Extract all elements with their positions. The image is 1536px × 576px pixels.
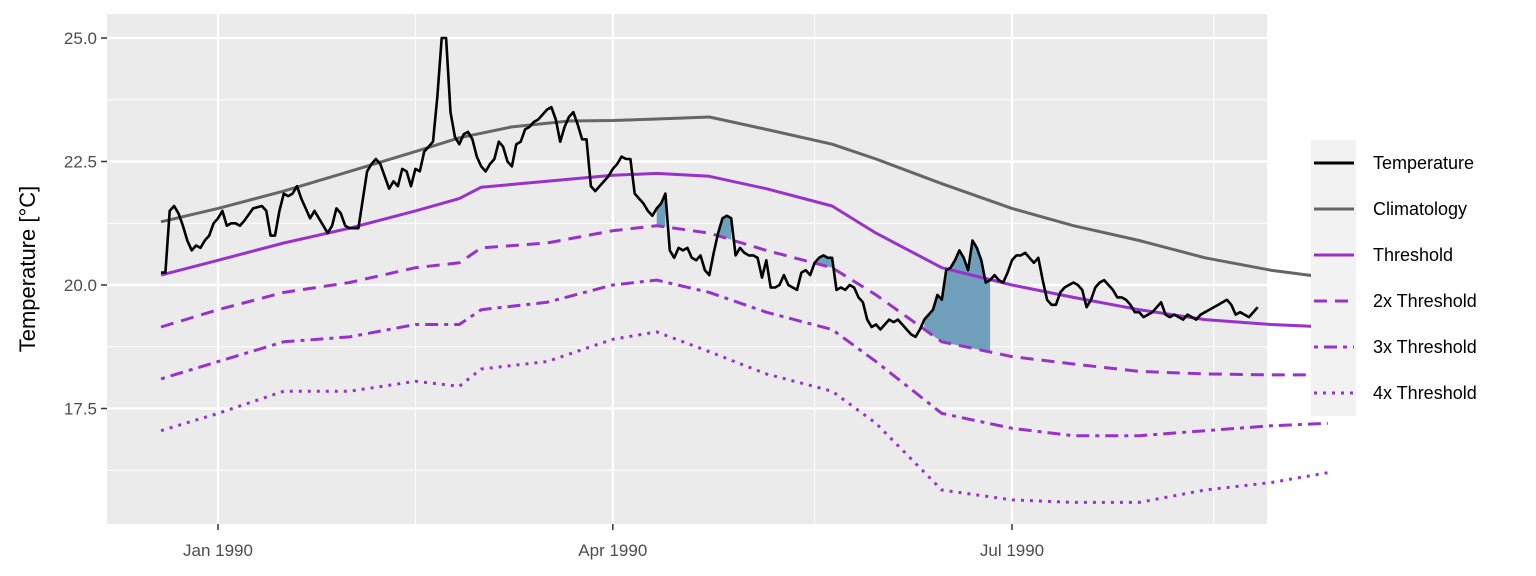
y-tick-label: 17.5 [64,400,97,419]
series-group [160,36,1329,504]
legend-label: Climatology [1373,199,1467,219]
x-tick-label: Apr 1990 [578,541,647,560]
legend-label: 2x Threshold [1373,291,1477,311]
mhw-strong-fill [718,215,732,240]
y-tick-label: 22.5 [64,153,97,172]
mhw-strong-fill [656,193,666,227]
legend-background [1311,140,1356,416]
series-line-threshold [160,171,1328,329]
grid-major [107,14,1267,524]
series-line-2x-threshold [160,224,1328,377]
y-tick-label: 20.0 [64,276,97,295]
series-line-3x-threshold [160,278,1328,438]
x-tick-label: Jul 1990 [980,541,1044,560]
grid-minor [107,14,1267,524]
y-axis-title: Temperature [°C] [15,186,40,353]
legend-label: Temperature [1373,153,1474,173]
axes: 17.5 20.0 22.5 25.0 Jan 1990 Apr 1990 Jul 1990 [64,29,1044,560]
x-tick-label: Jan 1990 [183,541,253,560]
mhw-strong-fill [924,240,991,352]
plot-panel [107,14,1267,524]
legend: Temperature Climatology Threshold 2x Thresh… [1314,153,1477,403]
series-line-4x-threshold [160,330,1329,504]
series-line-temperature [161,36,1259,339]
y-tick-label: 25.0 [64,29,97,48]
legend-label: 4x Threshold [1373,383,1477,403]
legend-label: 3x Threshold [1373,337,1477,357]
legend-label: Threshold [1373,245,1453,265]
